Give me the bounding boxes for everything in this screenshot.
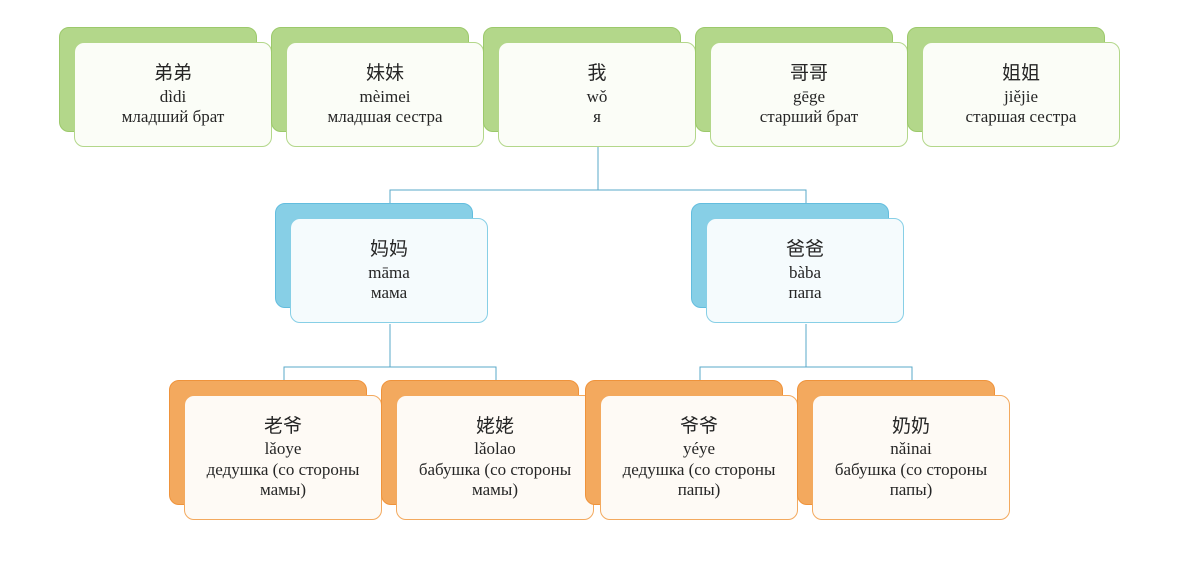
family-tree-diagram: 弟弟dìdiмладший брат妹妹mèimeiмладшая сестра…: [0, 0, 1200, 578]
pinyin: bàba: [789, 262, 821, 283]
node-card: 妹妹mèimeiмладшая сестра: [286, 42, 484, 147]
pinyin: māma: [368, 262, 410, 283]
translation: старший брат: [760, 107, 858, 127]
pinyin: mèimei: [360, 86, 411, 107]
translation: бабушка (со стороны папы): [821, 460, 1001, 501]
node-card: 妈妈māmaмама: [290, 218, 488, 323]
hanzi: 奶奶: [892, 415, 930, 439]
node-nainai: 奶奶nǎinaiбабушка (со стороны папы): [797, 380, 1010, 520]
translation: бабушка (со стороны мамы): [405, 460, 585, 501]
translation: папа: [788, 283, 821, 303]
node-card: 我wǒя: [498, 42, 696, 147]
pinyin: gēge: [793, 86, 825, 107]
node-card: 爷爷yéyeдедушка (со стороны папы): [600, 395, 798, 520]
translation: дедушка (со стороны мамы): [193, 460, 373, 501]
pinyin: lǎoye: [265, 438, 302, 459]
node-card: 奶奶nǎinaiбабушка (со стороны папы): [812, 395, 1010, 520]
translation: мама: [371, 283, 407, 303]
node-card: 哥哥gēgeстарший брат: [710, 42, 908, 147]
hanzi: 爷爷: [680, 415, 718, 439]
node-mama: 妈妈māmaмама: [275, 203, 488, 323]
translation: дедушка (со стороны папы): [609, 460, 789, 501]
node-card: 爸爸bàbaпапа: [706, 218, 904, 323]
pinyin: lǎolao: [474, 438, 516, 459]
node-card: 弟弟dìdiмладший брат: [74, 42, 272, 147]
node-card: 姥姥lǎolaoбабушка (со стороны мамы): [396, 395, 594, 520]
pinyin: nǎinai: [890, 438, 932, 459]
node-card: 姐姐jiějieстаршая сестра: [922, 42, 1120, 147]
node-laoye: 老爷lǎoyeдедушка (со стороны мамы): [169, 380, 382, 520]
translation: младшая сестра: [327, 107, 442, 127]
translation: я: [593, 107, 601, 127]
node-laolao: 姥姥lǎolaoбабушка (со стороны мамы): [381, 380, 594, 520]
translation: младший брат: [122, 107, 225, 127]
hanzi: 姥姥: [476, 415, 514, 439]
hanzi: 妹妹: [366, 62, 404, 86]
hanzi: 爸爸: [786, 238, 824, 262]
hanzi: 弟弟: [154, 62, 192, 86]
node-gege: 哥哥gēgeстарший брат: [695, 27, 908, 147]
node-baba: 爸爸bàbaпапа: [691, 203, 904, 323]
hanzi: 妈妈: [370, 238, 408, 262]
pinyin: jiějie: [1004, 86, 1038, 107]
hanzi: 哥哥: [790, 62, 828, 86]
pinyin: dìdi: [160, 86, 186, 107]
pinyin: yéye: [683, 438, 715, 459]
node-meimei: 妹妹mèimeiмладшая сестра: [271, 27, 484, 147]
node-card: 老爷lǎoyeдедушка (со стороны мамы): [184, 395, 382, 520]
hanzi: 老爷: [264, 415, 302, 439]
node-jiejie: 姐姐jiějieстаршая сестра: [907, 27, 1120, 147]
node-wo: 我wǒя: [483, 27, 696, 147]
pinyin: wǒ: [587, 86, 608, 107]
hanzi: 姐姐: [1002, 62, 1040, 86]
node-didi: 弟弟dìdiмладший брат: [59, 27, 272, 147]
node-yeye: 爷爷yéyeдедушка (со стороны папы): [585, 380, 798, 520]
hanzi: 我: [587, 62, 606, 86]
translation: старшая сестра: [966, 107, 1077, 127]
